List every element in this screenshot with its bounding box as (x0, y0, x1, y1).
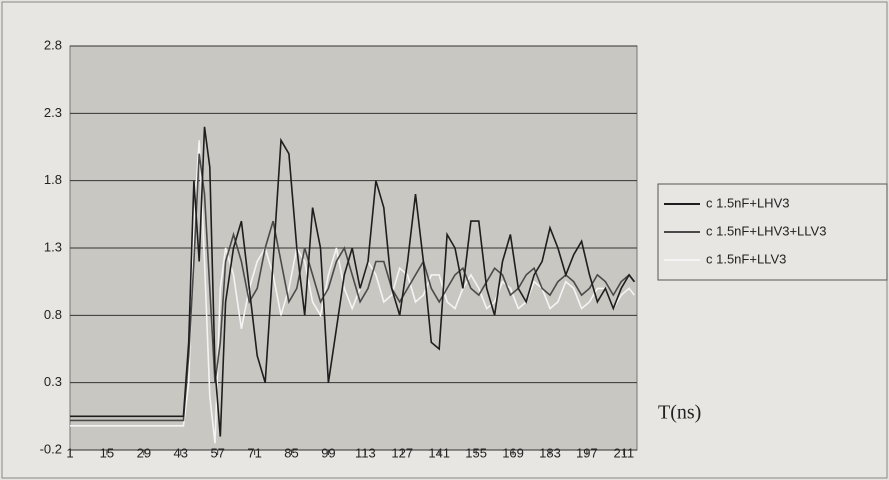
x-tick-label: 29 (137, 445, 151, 460)
legend-box (657, 183, 888, 281)
x-tick-label: 127 (391, 445, 413, 460)
x-tick-label: 211 (613, 445, 634, 460)
y-tick-label: 1.3 (44, 239, 62, 254)
y-tick-label: -0.2 (40, 441, 62, 456)
x-tick-label: 71 (247, 445, 261, 460)
y-tick-label: 2.3 (44, 105, 62, 120)
x-tick-label: 155 (465, 445, 487, 460)
x-tick-label: 141 (428, 445, 450, 460)
x-tick-label: 169 (502, 445, 524, 460)
y-tick-label: 2.8 (44, 37, 62, 52)
series-line (70, 126, 636, 437)
x-tick-label: 1 (66, 445, 73, 460)
x-tick-label: 197 (576, 445, 598, 460)
annotation: T(ns) (658, 402, 701, 424)
legend-label: c 1.5nF+LHV3+LLV3 (706, 223, 826, 238)
legend-label: c 1.5nF+LLV3 (706, 251, 786, 266)
series-line (70, 153, 636, 422)
y-tick-label: 0.8 (44, 307, 62, 322)
x-tick-label: 15 (100, 445, 114, 460)
y-tick-label: 1.8 (44, 172, 62, 187)
x-tick-label: 85 (284, 445, 298, 460)
x-tick-label: 183 (539, 445, 561, 460)
x-tick-label: 43 (174, 445, 188, 460)
x-tick-label: 113 (355, 445, 376, 460)
x-tick-label: 57 (210, 445, 224, 460)
legend-label: c 1.5nF+LHV3 (706, 195, 789, 210)
series-line (70, 140, 636, 444)
y-tick-label: 0.3 (44, 374, 62, 389)
x-tick-label: 99 (321, 445, 335, 460)
